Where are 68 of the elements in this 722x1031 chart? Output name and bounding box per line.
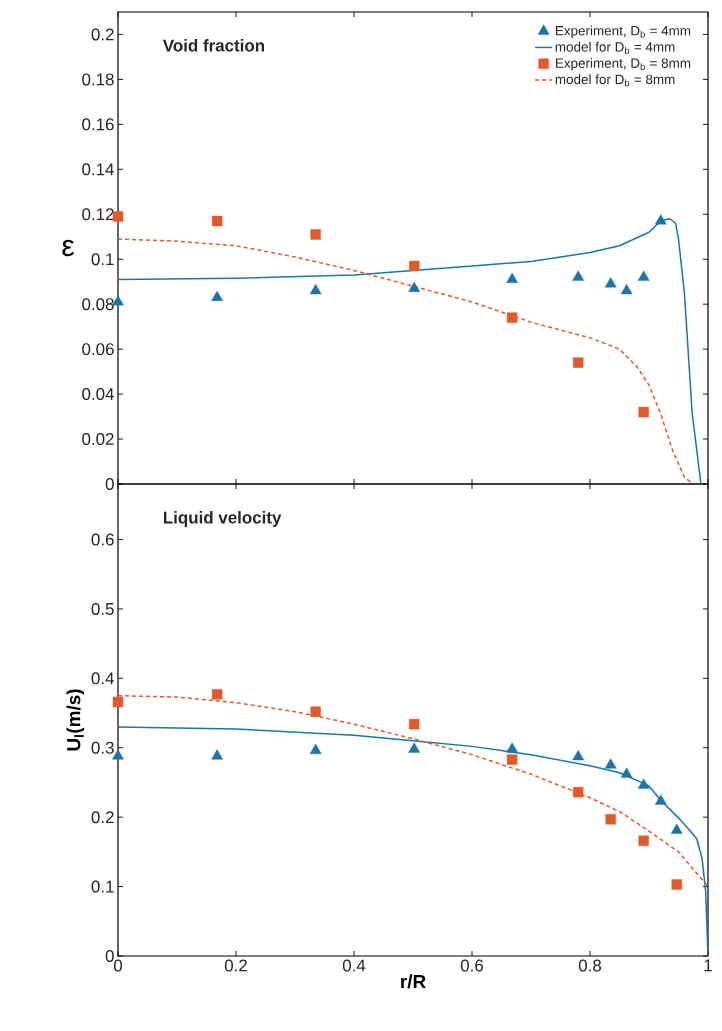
point <box>309 743 322 754</box>
x-tick-label: 0.4 <box>342 959 366 972</box>
point <box>112 749 124 760</box>
point <box>211 749 223 760</box>
x-tick-label: 0.2 <box>224 959 247 972</box>
y-tick-label: 0.1 <box>91 880 114 893</box>
y-tick-label: 0.4 <box>91 672 114 685</box>
y-tick-label: 0.3 <box>91 741 114 754</box>
y-tick-label: 0.04 <box>82 388 114 401</box>
y-tick-label: 0.06 <box>82 343 114 356</box>
point <box>309 284 322 295</box>
x-tick-label: 0.6 <box>460 959 484 972</box>
point <box>408 742 421 753</box>
y-tick-label: 0.2 <box>91 811 114 824</box>
point <box>637 270 650 281</box>
legend-label: Experiment, D$_{b}$ = 4mm <box>555 25 691 39</box>
point <box>506 272 518 283</box>
point <box>573 786 584 798</box>
point <box>506 312 518 323</box>
point <box>638 835 649 846</box>
point <box>408 281 421 292</box>
y-tick-label: 0 <box>105 950 114 962</box>
y-tick-label: 0.02 <box>82 433 114 446</box>
legend-label: model for D$_{b}$ = 8mm <box>555 74 675 87</box>
point <box>211 290 223 301</box>
line-series <box>118 726 709 956</box>
point <box>654 794 667 805</box>
point <box>620 284 633 295</box>
y-tick-label: 0.08 <box>82 298 114 311</box>
y-tick-label: 0.5 <box>91 602 114 615</box>
point <box>605 814 616 825</box>
point <box>211 689 223 700</box>
point <box>573 357 584 368</box>
y-tick-label: 0.2 <box>91 28 114 41</box>
y-axis-title: ε <box>62 239 75 257</box>
point <box>211 215 223 227</box>
y-tick-label: 0.6 <box>91 533 114 546</box>
y-tick-label: 0.16 <box>82 118 114 131</box>
point <box>637 778 650 789</box>
y-tick-label: 0 <box>105 477 114 490</box>
point <box>310 229 321 240</box>
point <box>572 750 585 761</box>
legend-label: Experiment, D$_{b}$ = 8mm <box>555 58 691 71</box>
x-tick-label: 0.8 <box>578 959 602 972</box>
x-axis-title: r/R <box>401 974 426 989</box>
point <box>310 706 321 717</box>
point <box>112 696 124 708</box>
text: Liquid velocity <box>163 511 282 527</box>
point <box>408 260 420 272</box>
point <box>671 879 682 890</box>
point <box>654 214 667 225</box>
point <box>572 270 585 281</box>
x-tick-label: 1 <box>704 959 712 972</box>
point <box>604 277 617 288</box>
point <box>620 767 633 778</box>
point <box>408 718 420 730</box>
point <box>506 754 518 765</box>
text: Void fraction <box>162 39 265 52</box>
y-tick-label: 0.14 <box>82 163 114 176</box>
point <box>506 742 518 753</box>
point <box>604 758 617 769</box>
legend-label: model for D$_{b}$ = 4mm <box>555 41 675 54</box>
point <box>670 823 683 834</box>
y-tick-label: 0.1 <box>91 253 114 266</box>
y-tick-label: 0.18 <box>82 73 114 86</box>
x-tick-label: 0 <box>113 959 123 972</box>
y-axis-title: U$_{l}$(m/s) <box>66 689 85 751</box>
point <box>638 406 649 418</box>
